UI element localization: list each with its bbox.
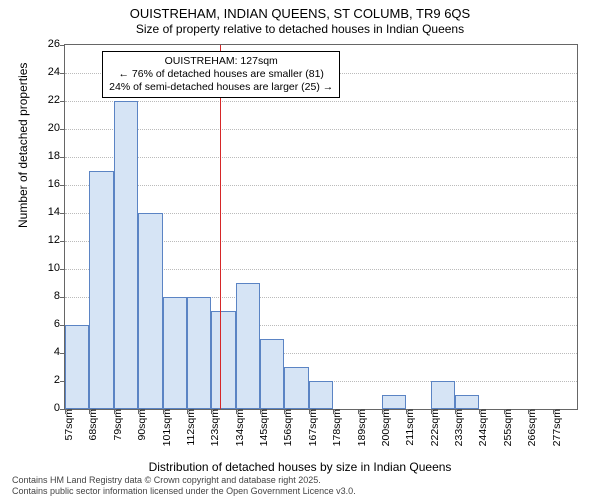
xtick-label: 134sqm — [234, 409, 246, 451]
xtick-label: 200sqm — [380, 409, 392, 451]
ytick-mark — [60, 101, 65, 102]
xtick-label: 244sqm — [477, 409, 489, 451]
ytick-label: 16 — [36, 178, 60, 190]
chart-title-sub: Size of property relative to detached ho… — [0, 22, 600, 36]
xtick-label: 156sqm — [282, 409, 294, 451]
xtick-label: 167sqm — [307, 409, 319, 451]
xtick-label: 123sqm — [209, 409, 221, 451]
ytick-label: 10 — [36, 262, 60, 274]
reference-line — [220, 45, 221, 409]
xtick-label: 255sqm — [502, 409, 514, 451]
chart-title-main: OUISTREHAM, INDIAN QUEENS, ST COLUMB, TR… — [0, 6, 600, 22]
xtick-label: 189sqm — [356, 409, 368, 451]
footer-line2: Contains public sector information licen… — [12, 486, 356, 496]
histogram-bar — [163, 297, 187, 409]
footer-line1: Contains HM Land Registry data © Crown c… — [12, 475, 356, 485]
xtick-label: 101sqm — [161, 409, 173, 451]
ytick-label: 0 — [36, 402, 60, 414]
xtick-label: 266sqm — [526, 409, 538, 451]
ytick-label: 4 — [36, 346, 60, 358]
ytick-label: 26 — [36, 38, 60, 50]
ytick-mark — [60, 157, 65, 158]
gridline-h — [65, 185, 577, 186]
gridline-h — [65, 101, 577, 102]
ytick-mark — [60, 45, 65, 46]
ytick-mark — [60, 185, 65, 186]
xtick-label: 211sqm — [404, 409, 416, 451]
histogram-bar — [431, 381, 455, 409]
histogram-bar — [187, 297, 211, 409]
xtick-label: 145sqm — [258, 409, 270, 451]
y-axis-label: Number of detached properties — [16, 63, 30, 228]
xtick-label: 233sqm — [453, 409, 465, 451]
histogram-bar — [455, 395, 479, 409]
histogram-bar — [114, 101, 138, 409]
annotation-box: OUISTREHAM: 127sqm← 76% of detached hous… — [102, 51, 340, 98]
ytick-mark — [60, 213, 65, 214]
x-axis-label: Distribution of detached houses by size … — [0, 460, 600, 474]
ytick-label: 2 — [36, 374, 60, 386]
ytick-mark — [60, 73, 65, 74]
xtick-label: 57sqm — [63, 409, 75, 451]
histogram-bar — [260, 339, 284, 409]
ytick-label: 18 — [36, 150, 60, 162]
histogram-bar — [309, 381, 333, 409]
xtick-label: 79sqm — [112, 409, 124, 451]
ytick-mark — [60, 129, 65, 130]
annotation-line2: ← 76% of detached houses are smaller (81… — [109, 68, 333, 81]
ytick-label: 22 — [36, 94, 60, 106]
ytick-mark — [60, 297, 65, 298]
annotation-line1: OUISTREHAM: 127sqm — [109, 55, 333, 68]
gridline-h — [65, 157, 577, 158]
ytick-label: 12 — [36, 234, 60, 246]
xtick-label: 90sqm — [136, 409, 148, 451]
histogram-bar — [284, 367, 308, 409]
xtick-label: 277sqm — [551, 409, 563, 451]
annotation-line3: 24% of semi-detached houses are larger (… — [109, 81, 333, 94]
histogram-bar — [89, 171, 113, 409]
xtick-label: 178sqm — [331, 409, 343, 451]
plot-area: 57sqm68sqm79sqm90sqm101sqm112sqm123sqm13… — [64, 44, 578, 410]
xtick-label: 112sqm — [185, 409, 197, 451]
ytick-label: 6 — [36, 318, 60, 330]
ytick-label: 20 — [36, 122, 60, 134]
ytick-mark — [60, 269, 65, 270]
histogram-bar — [211, 311, 235, 409]
ytick-label: 24 — [36, 66, 60, 78]
ytick-mark — [60, 241, 65, 242]
histogram-bar — [65, 325, 89, 409]
xtick-label: 222sqm — [429, 409, 441, 451]
ytick-label: 14 — [36, 206, 60, 218]
gridline-h — [65, 129, 577, 130]
chart-container: OUISTREHAM, INDIAN QUEENS, ST COLUMB, TR… — [0, 6, 600, 38]
ytick-label: 8 — [36, 290, 60, 302]
xtick-label: 68sqm — [87, 409, 99, 451]
histogram-bar — [138, 213, 162, 409]
histogram-bar — [236, 283, 260, 409]
footer-attribution: Contains HM Land Registry data © Crown c… — [12, 475, 356, 496]
histogram-bar — [382, 395, 406, 409]
